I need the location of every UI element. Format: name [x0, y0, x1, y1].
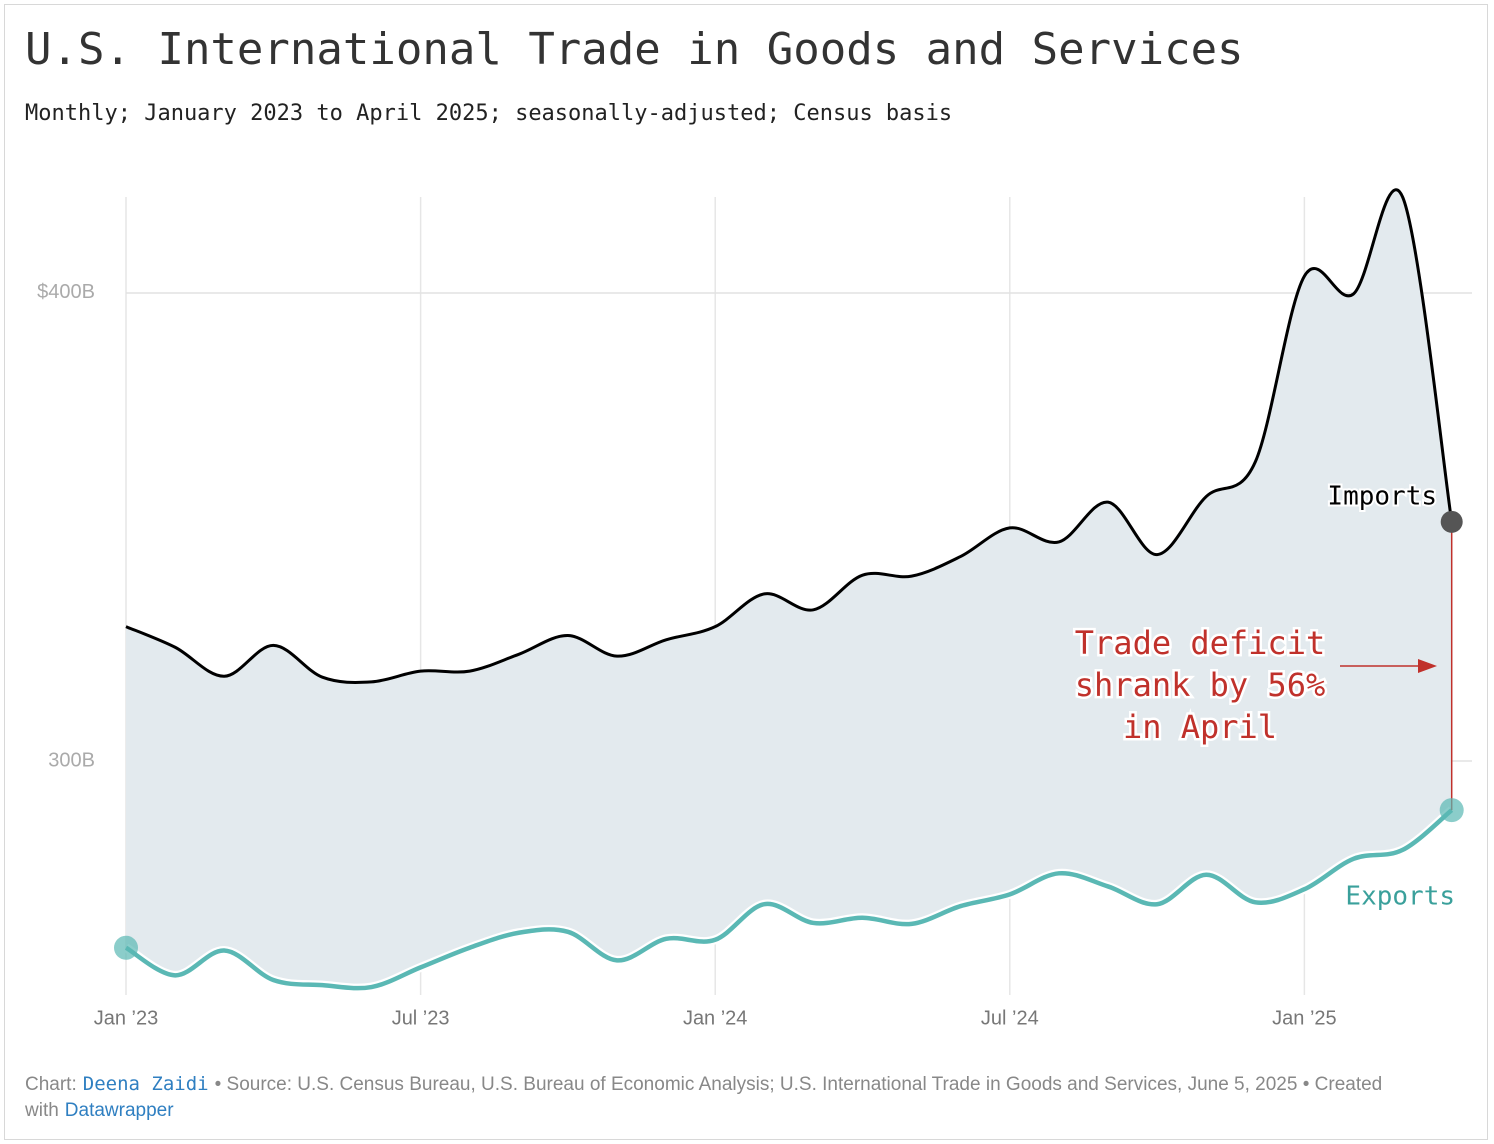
y-tick-label: $400B [37, 281, 95, 303]
source: • Source: U.S. Census Bureau, U.S. Burea… [25, 1074, 1383, 1121]
x-tick-label: Jan ’24 [683, 1007, 748, 1029]
series-label: Exports [1345, 882, 1455, 912]
gap-area [126, 189, 1452, 989]
x-tick-label: Jan ’23 [94, 1007, 159, 1029]
footer-label: Chart: [25, 1074, 77, 1095]
x-tick-label: Jul ’24 [981, 1007, 1039, 1029]
y-tick-label: 300B [48, 749, 95, 771]
end-point [1439, 798, 1464, 823]
annotation-text: shrank by 56% [1075, 666, 1325, 704]
annotation-text: in April [1123, 708, 1277, 746]
start-point [114, 935, 138, 960]
x-tick-label: Jan ’25 [1272, 1007, 1337, 1029]
chart-title: U.S. International Trade in Goods and Se… [25, 24, 1244, 75]
tool-link[interactable]: Datawrapper [64, 1100, 174, 1121]
author-link[interactable]: Deena Zaidi [82, 1073, 209, 1095]
x-tick-label: Jul ’23 [392, 1007, 450, 1029]
series-label: Imports [1327, 482, 1437, 512]
line [125, 188, 1454, 684]
end-point [1440, 510, 1463, 533]
chart-subtitle: Monthly; January 2023 to April 2025; sea… [25, 101, 952, 126]
footer: Chart: Deena Zaidi • Source: U.S. Census B… [25, 1071, 1465, 1124]
page-frame [4, 4, 1488, 1140]
arrow-head [1418, 659, 1437, 673]
annotation-text: Trade deficit [1075, 624, 1325, 662]
line [124, 808, 1454, 991]
